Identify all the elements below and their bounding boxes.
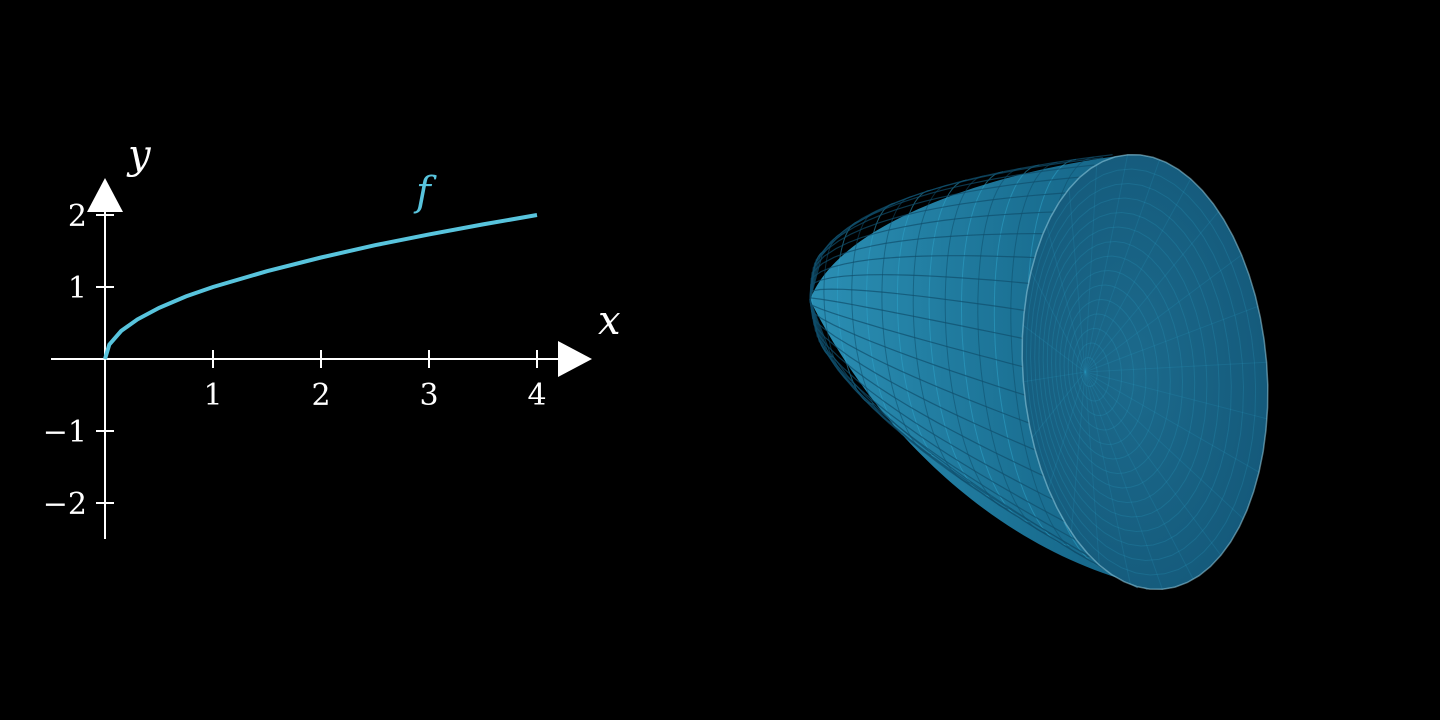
inner-mesh-radial (1084, 178, 1192, 373)
outer-mesh-meridian (809, 299, 1084, 495)
outer-mesh-meridian (809, 299, 1109, 559)
inner-mesh-ring (1063, 298, 1147, 446)
inner-mesh-ring (1050, 255, 1184, 489)
inner-mesh-ring (1059, 284, 1159, 460)
inner-mesh-radial (1084, 371, 1222, 556)
inner-mesh-ring (1025, 168, 1257, 576)
inner-mesh-radial (1030, 271, 1086, 373)
inner-mesh-radial (1068, 188, 1086, 373)
y-tick-label-2: 2 (68, 199, 87, 234)
y-tick-label--2: −2 (43, 487, 87, 522)
inner-mesh-ring (1076, 342, 1110, 402)
inner-mesh-ring (1034, 197, 1232, 547)
outer-mesh-meridian (809, 299, 1067, 409)
paraboloid-rim (1021, 153, 1269, 591)
outer-mesh-meridian (809, 299, 1064, 378)
y-axis (87, 178, 123, 539)
inner-mesh-ring (1046, 240, 1196, 504)
inner-mesh-radial (1031, 371, 1086, 439)
inner-mesh-radial (1084, 371, 1268, 420)
x-axis-arrow (558, 341, 592, 377)
inner-mesh-radial (1084, 159, 1161, 373)
x-tick-label-3: 3 (419, 378, 438, 413)
inner-mesh-ring (1038, 211, 1220, 533)
outer-mesh-meridian (809, 299, 1077, 468)
inner-mesh-radial (1084, 164, 1098, 373)
outer-mesh-meridian (809, 191, 1080, 301)
inner-mesh-radial (1084, 371, 1131, 585)
y-tick-label--1: −1 (43, 415, 87, 450)
inner-mesh-radial (1084, 211, 1220, 373)
y-axis-arrow (87, 178, 123, 212)
inner-mesh-ring (1055, 269, 1171, 475)
inner-mesh-ring (1080, 356, 1098, 388)
outer-mesh-meridian (809, 232, 1068, 301)
axis-ticks: 1 2 3 4 −2 −1 1 2 (43, 199, 547, 522)
outer-mesh-meridian (809, 299, 1119, 573)
y-axis-label: y (126, 132, 152, 178)
inner-mesh-ring (1071, 327, 1123, 417)
outer-mesh-meridian (809, 210, 1074, 301)
inner-mesh-ring (1029, 182, 1245, 562)
series-line-f (103, 213, 538, 360)
paraboloid-opening (1022, 154, 1268, 590)
x-tick-label-1: 1 (203, 378, 222, 413)
outer-mesh-meridian (809, 297, 1062, 347)
series-label-f: f (413, 169, 437, 215)
outer-mesh-meridian (809, 274, 1062, 301)
inner-mesh-radial (1023, 371, 1086, 383)
outer-mesh-meridian (809, 299, 1071, 439)
inner-mesh-radial (1022, 324, 1086, 373)
inner-surface-mesh (1022, 154, 1268, 590)
inner-mesh-radial (1084, 371, 1163, 590)
inner-mesh-radial (1047, 371, 1086, 490)
inner-mesh-radial (1084, 361, 1267, 373)
x-axis-label: x (598, 298, 621, 344)
outer-mesh-meridian (809, 288, 1061, 317)
x-tick-label-4: 4 (527, 378, 546, 413)
outer-mesh-meridian (809, 299, 1092, 519)
inner-mesh-radial (1046, 225, 1086, 373)
inner-mesh-radial (1084, 154, 1129, 373)
outer-mesh-meridian (809, 154, 1113, 301)
outer-mesh-meridian (809, 176, 1087, 301)
inner-mesh-radial (1084, 254, 1242, 373)
x-axis (51, 341, 592, 377)
inner-mesh-radial (1084, 371, 1194, 580)
inner-mesh-ring (1067, 313, 1135, 431)
inner-mesh-radial (1084, 371, 1260, 473)
inner-mesh-ring (1042, 226, 1208, 518)
axes: 1 2 3 4 −2 −1 1 2 x y (43, 132, 621, 539)
inner-mesh-radial (1084, 371, 1244, 520)
inner-mesh-radial (1084, 371, 1100, 566)
surface-of-revolution (809, 153, 1269, 591)
y-tick-label-1: 1 (68, 271, 87, 306)
curve-group: f (103, 169, 538, 360)
inner-mesh-radial (1084, 305, 1259, 373)
outer-mesh-meridian (809, 299, 1100, 541)
inner-mesh-radial (1070, 371, 1086, 533)
x-tick-label-2: 2 (311, 378, 330, 413)
outer-mesh-meridian (809, 255, 1065, 301)
